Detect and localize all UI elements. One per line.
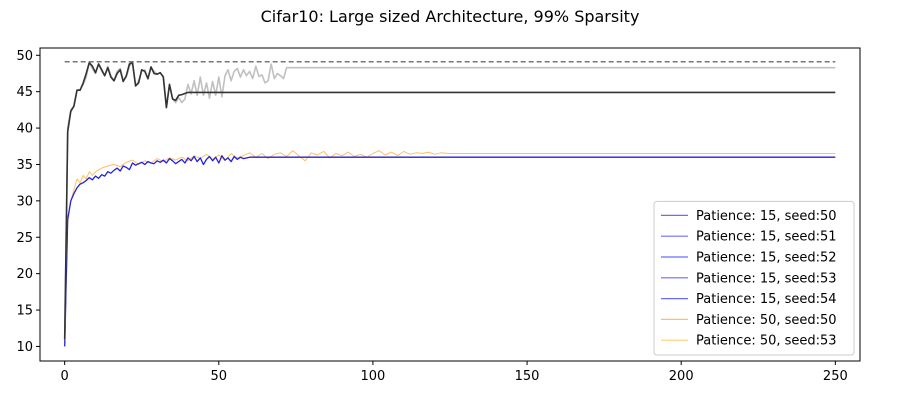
series-line-2 [64, 155, 836, 347]
legend-label: Patience: 15, seed:52 [696, 251, 837, 266]
series-lines [63, 61, 836, 347]
legend-box [653, 200, 855, 356]
axes [39, 47, 861, 362]
y-tick-label: 30 [16, 194, 33, 209]
x-tick-label: 0 [61, 369, 69, 384]
legend-label: Patience: 15, seed:51 [696, 230, 837, 245]
x-tick-label: 150 [515, 369, 540, 384]
series-line-4 [63, 61, 836, 340]
chart-title: Cifar10: Large sized Architecture, 99% S… [261, 7, 640, 26]
legend: Patience: 15, seed:50 Patience: 15, seed:… [653, 200, 855, 356]
legend-label: Patience: 15, seed:50 [696, 209, 837, 224]
x-tick-label: 250 [823, 369, 848, 384]
x-tick-label: 50 [211, 369, 228, 384]
y-tick-label: 45 [16, 85, 33, 100]
x-tick-label: 100 [361, 369, 386, 384]
legend-label: Patience: 50, seed:50 [696, 313, 837, 328]
y-tick-label: 10 [16, 340, 33, 355]
y-tick-label: 40 [16, 122, 33, 137]
legend-label: Patience: 15, seed:54 [696, 292, 837, 307]
ticks: 0 50 100 150 200 250 10 15 20 25 30 35 40 45 50 [16, 49, 847, 384]
legend-label: Patience: 50, seed:53 [696, 334, 837, 349]
y-tick-label: 25 [16, 231, 33, 246]
x-tick-label: 200 [669, 369, 694, 384]
y-tick-label: 35 [16, 158, 33, 173]
y-tick-label: 50 [16, 49, 33, 64]
y-tick-label: 15 [16, 304, 33, 319]
legend-label: Patience: 15, seed:53 [696, 271, 837, 286]
y-tick-label: 20 [16, 267, 33, 282]
series-line-1 [64, 150, 836, 343]
plot-frame [39, 47, 861, 362]
